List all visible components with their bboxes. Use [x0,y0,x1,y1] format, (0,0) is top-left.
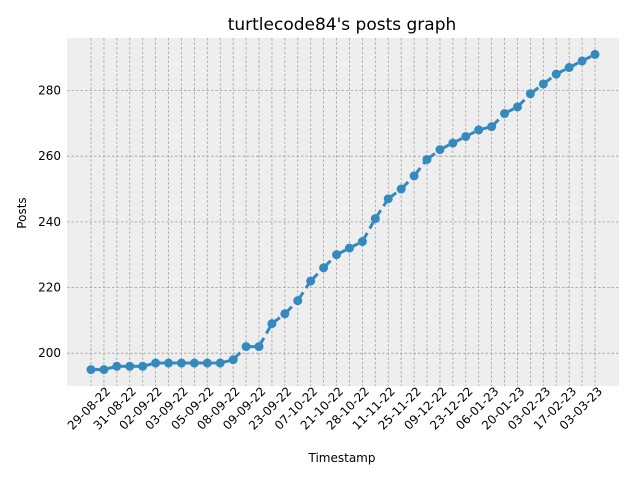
data-point [241,342,251,352]
data-point [525,89,535,99]
data-point [306,276,316,286]
x-axis-ticks: 29-08-2231-08-2202-09-2203-09-2205-09-22… [65,384,605,432]
y-tick-label: 220 [38,281,61,295]
y-axis-ticks: 200 220 240 260 280 [38,84,61,361]
data-point [99,365,109,375]
data-point [344,243,354,253]
data-point [577,56,587,66]
data-point [112,361,122,371]
data-point [125,361,135,371]
data-point [138,361,148,371]
data-point [500,109,510,119]
data-point [357,237,367,247]
y-tick-label: 280 [38,84,61,98]
data-point [448,138,458,148]
series-points-group [86,49,600,375]
data-point [396,184,406,194]
data-point [538,79,548,89]
grid-lines [67,38,619,386]
data-point [422,154,432,164]
data-point [319,263,329,273]
data-point [176,358,186,368]
data-point [474,125,484,135]
chart-title: turtlecode84's posts graph [228,15,457,35]
data-point [435,145,445,155]
y-axis-label: Posts [15,197,29,228]
data-point [487,122,497,132]
data-point [332,250,342,260]
y-tick-label: 200 [38,346,61,360]
y-tick-label: 260 [38,149,61,163]
data-point [461,131,471,141]
data-point [512,102,522,112]
data-point [164,358,174,368]
data-point [370,214,380,224]
data-point [293,296,303,306]
data-point [228,355,238,365]
data-point [409,171,419,181]
data-point [86,365,96,375]
data-point [280,309,290,319]
data-point [564,63,574,73]
data-point [551,69,561,79]
data-point [267,319,277,329]
y-tick-label: 240 [38,215,61,229]
data-point [215,358,225,368]
data-point [590,49,600,59]
data-point [254,342,264,352]
data-point [189,358,199,368]
data-point [151,358,161,368]
data-point [202,358,212,368]
x-axis-label: Timestamp [308,451,376,465]
data-point [383,194,393,204]
